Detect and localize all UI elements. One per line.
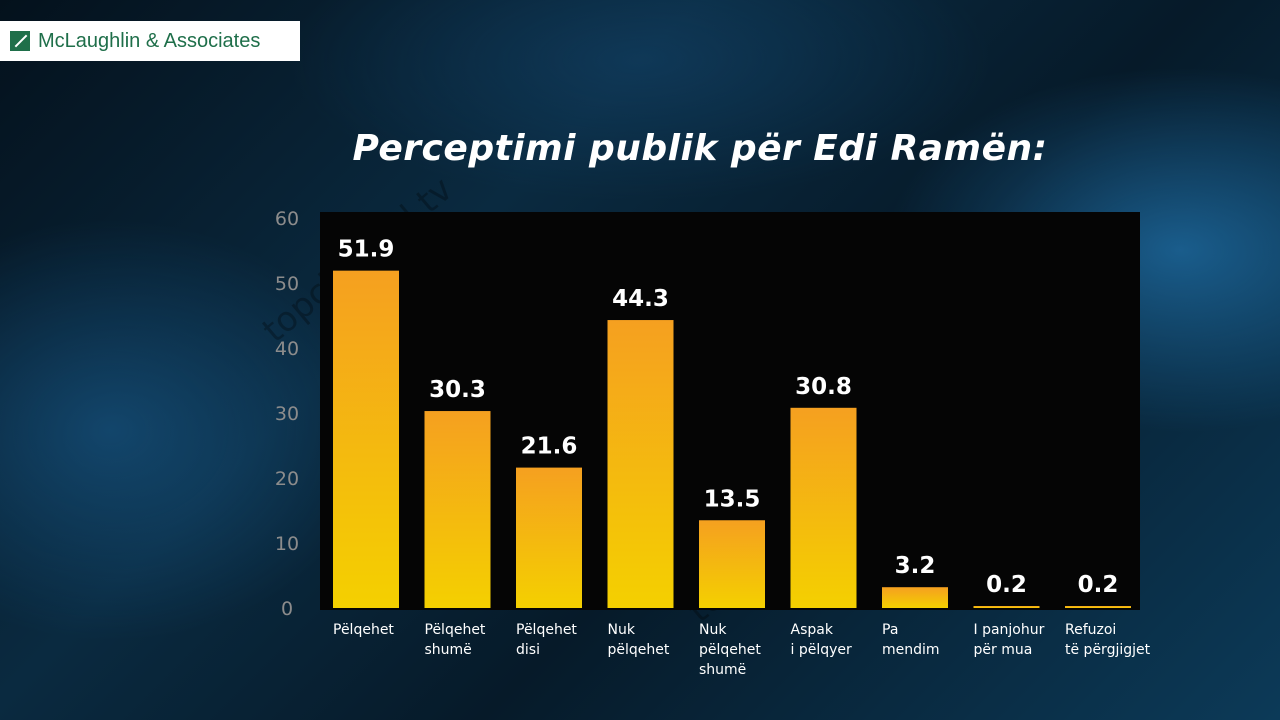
y-tick-label: 10 xyxy=(275,533,299,555)
bar xyxy=(699,520,765,608)
x-tick-label: Pëlqehet shumë xyxy=(425,622,486,658)
y-tick-label: 60 xyxy=(275,208,299,230)
data-label: 30.3 xyxy=(429,377,486,403)
data-label: 30.8 xyxy=(795,374,852,400)
data-label: 51.9 xyxy=(338,237,395,263)
data-label: 0.2 xyxy=(986,572,1027,598)
data-label: 0.2 xyxy=(1078,572,1119,598)
logo: McLaughlin & Associates xyxy=(0,21,300,61)
y-tick-label: 40 xyxy=(275,338,299,360)
y-tick-label: 30 xyxy=(275,403,299,425)
x-tick-label: I panjohur për mua xyxy=(974,622,1045,658)
bar xyxy=(333,270,399,608)
x-tick-label: Pëlqehet disi xyxy=(516,622,577,658)
x-tick-label: Nuk pëlqehet shumë xyxy=(699,622,761,678)
x-tick-label: Aspak i pëlqyer xyxy=(791,622,853,658)
bar xyxy=(882,587,948,608)
bar xyxy=(516,467,582,608)
bar xyxy=(424,411,491,608)
bar xyxy=(790,407,857,608)
x-tick-label: Nuk pëlqehet xyxy=(608,622,670,658)
data-label: 44.3 xyxy=(612,286,669,312)
data-label: 21.6 xyxy=(521,434,578,460)
bar xyxy=(1065,606,1131,608)
y-tick-label: 50 xyxy=(275,273,299,295)
logo-text: McLaughlin & Associates xyxy=(38,29,261,52)
bar xyxy=(607,320,674,608)
x-tick-label: Refuzoi të përgjigjet xyxy=(1065,622,1151,658)
data-label: 13.5 xyxy=(704,486,761,512)
y-tick-label: 0 xyxy=(281,598,293,620)
bar xyxy=(973,606,1040,608)
x-tick-label: Pëlqehet xyxy=(333,622,394,638)
mclaughlin-logo-icon xyxy=(10,31,30,51)
chart-title: Perceptimi publik për Edi Ramën: xyxy=(352,128,1048,169)
y-tick-label: 20 xyxy=(275,468,299,490)
x-tick-label: Pa mendim xyxy=(882,622,940,658)
data-label: 3.2 xyxy=(895,553,936,579)
